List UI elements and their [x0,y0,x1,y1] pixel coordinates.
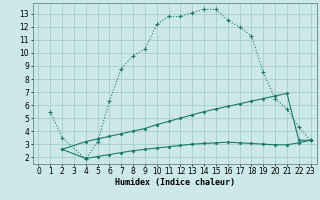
X-axis label: Humidex (Indice chaleur): Humidex (Indice chaleur) [115,178,235,187]
